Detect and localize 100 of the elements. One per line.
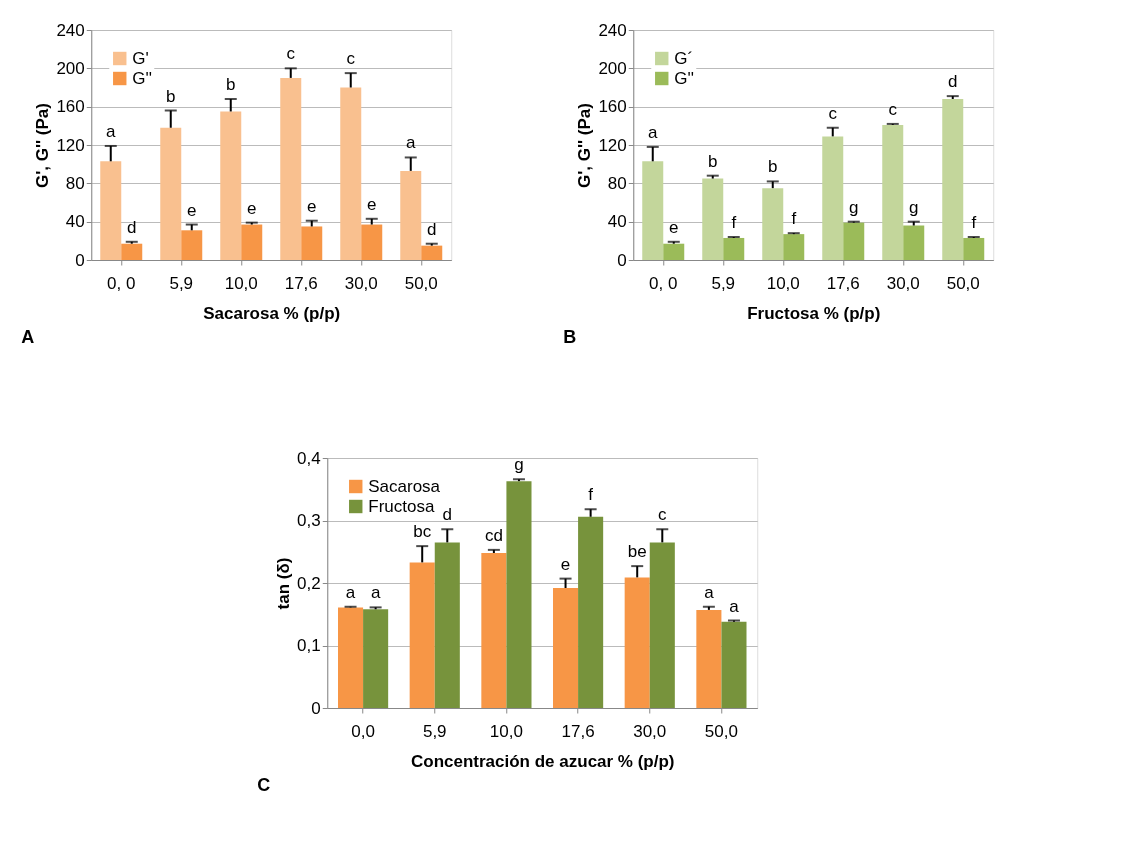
x-tick-label: 30,0 (633, 721, 667, 741)
x-tick-label: 5,9 (711, 273, 736, 293)
data-label: c (658, 505, 668, 525)
data-label: e (247, 198, 257, 218)
bar (220, 111, 242, 260)
x-tick-label: 10,0 (489, 721, 523, 741)
bar (338, 607, 364, 708)
bar (434, 542, 460, 708)
bar (723, 237, 745, 260)
y-tick-label: 0,3 (297, 511, 321, 530)
bar (409, 562, 435, 708)
y-tick-label: 0,4 (297, 448, 321, 468)
y-axis-title: G', G'' (Pa) (575, 103, 595, 188)
y-tick-label: 160 (56, 97, 85, 117)
data-label: c (286, 44, 296, 64)
data-label: a (729, 596, 740, 616)
y-tick-label: 0 (75, 250, 85, 270)
y-tick-label: 80 (607, 173, 627, 193)
bar (783, 234, 805, 260)
data-label: a (106, 121, 117, 141)
y-tick-label: 0,1 (297, 636, 321, 655)
bar (702, 178, 724, 260)
data-label: d (442, 505, 453, 525)
legend-label: G'' (132, 68, 152, 88)
data-label: g (514, 455, 524, 475)
data-label: b (226, 75, 236, 94)
data-label: g (849, 197, 859, 217)
y-tick-label: 0 (617, 250, 627, 270)
text: A (21, 327, 35, 347)
legend-label: G' (132, 48, 149, 68)
y-axis-title: tan (δ) (274, 557, 294, 610)
data-label: a (704, 582, 715, 602)
legend-label: G´ (674, 48, 694, 68)
data-label: d (427, 219, 437, 239)
bar (942, 99, 964, 260)
x-tick-label: 50,0 (404, 273, 438, 293)
data-label: a (648, 122, 659, 142)
bar (481, 553, 507, 708)
bar (762, 188, 784, 260)
data-label: f (971, 213, 977, 232)
y-tick-label: 40 (65, 212, 85, 232)
data-label: a (370, 583, 381, 603)
x-tick-label: 30,0 (344, 273, 378, 293)
x-tick-label: 17,6 (284, 273, 318, 293)
bar (843, 222, 865, 260)
bar (553, 588, 579, 708)
y-tick-label: 240 (598, 20, 627, 40)
legend-label: Fructosa (368, 496, 435, 516)
data-label: f (731, 213, 737, 232)
data-label: b (166, 86, 176, 106)
x-tick-label: 17,6 (826, 273, 860, 293)
y-tick-label: 40 (607, 212, 627, 232)
y-tick-label: 160 (598, 97, 627, 117)
data-label: a (406, 133, 417, 153)
x-tick-label: 5,9 (422, 721, 447, 741)
data-label: c (888, 99, 898, 119)
x-tick-label: 5,9 (169, 273, 194, 293)
bar (301, 226, 323, 260)
data-label: e (367, 194, 377, 214)
bar (363, 609, 389, 708)
x-tick-label: 0, 0 (107, 273, 136, 293)
x-tick-label: 50,0 (704, 721, 738, 741)
bar (721, 621, 747, 708)
legend-label: Sacarosa (368, 476, 441, 496)
y-tick-label: 80 (65, 173, 85, 193)
data-label: c (346, 49, 356, 69)
y-tick-label: 0 (311, 698, 321, 718)
data-label: c (828, 103, 838, 123)
text: C (257, 775, 271, 795)
bar (696, 609, 722, 708)
bar (963, 237, 985, 260)
data-label: e (187, 200, 197, 220)
bar (361, 224, 383, 260)
data-label: b (768, 157, 778, 177)
x-tick-label: 0, 0 (649, 273, 678, 293)
data-label: cd (484, 525, 503, 545)
data-label: b (708, 151, 718, 171)
bar (100, 161, 122, 260)
data-label: g (909, 197, 919, 217)
bar (882, 124, 904, 260)
data-label: a (345, 582, 356, 602)
bar (642, 161, 664, 260)
data-label: bc (413, 522, 432, 542)
bar (400, 170, 422, 260)
x-tick-label: 0,0 (351, 721, 375, 741)
y-axis-title: G', G'' (Pa) (33, 103, 53, 188)
bar (121, 243, 143, 260)
y-tick-label: 0,2 (297, 573, 321, 593)
data-label: e (307, 196, 317, 216)
data-label: e (560, 554, 571, 574)
y-tick-label: 120 (56, 135, 85, 155)
bar (649, 542, 675, 708)
bar (340, 87, 362, 260)
data-label: be (627, 542, 647, 562)
y-tick-label: 200 (56, 58, 85, 78)
bar (241, 224, 263, 260)
x-tick-label: 10,0 (224, 273, 258, 293)
bar (822, 136, 844, 260)
bar (280, 77, 302, 260)
data-label: f (791, 209, 797, 229)
